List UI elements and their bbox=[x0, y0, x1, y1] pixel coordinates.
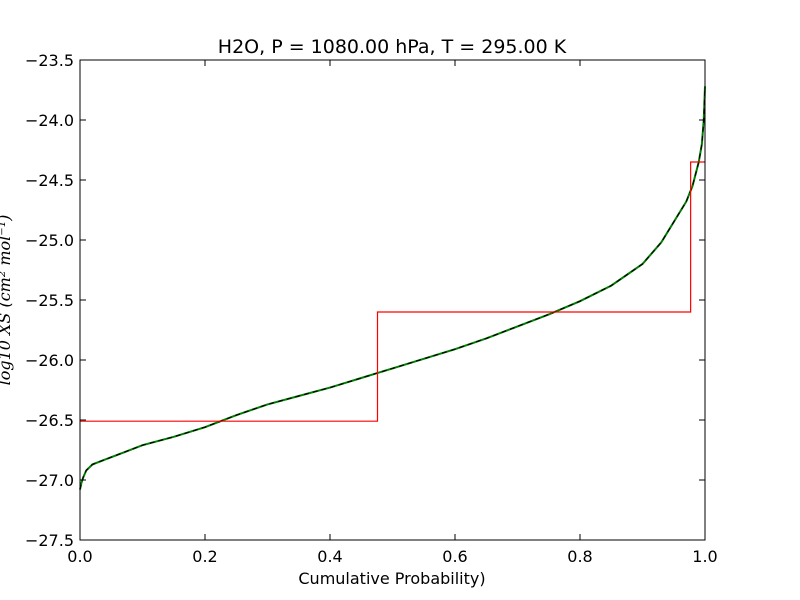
y-tick-label: −26.5 bbox=[25, 411, 74, 430]
series-line-2 bbox=[80, 161, 705, 422]
y-tick-label: −27.5 bbox=[25, 531, 74, 550]
y-axis: −27.5 −27.0 −26.5 −26.0 −25.5 −25.0 −24.5 −24.0… bbox=[25, 51, 705, 550]
y-axis-label: log10 XS (cm² mol⁻¹) bbox=[0, 215, 14, 386]
x-tick-label: 0.8 bbox=[567, 547, 592, 566]
x-tick-label: 0.2 bbox=[192, 547, 217, 566]
chart-title: H2O, P = 1080.00 hPa, T = 295.00 K bbox=[218, 36, 567, 58]
y-tick-label: −25.0 bbox=[25, 231, 74, 250]
y-tick-label: −27.0 bbox=[25, 471, 74, 490]
x-tick-label: 1.0 bbox=[692, 547, 717, 566]
x-tick-label: 0.6 bbox=[442, 547, 467, 566]
x-tick-label: 0.4 bbox=[317, 547, 342, 566]
x-tick-label: 0.0 bbox=[67, 547, 92, 566]
x-axis: 0.0 0.2 0.4 0.6 0.8 1.0 bbox=[67, 60, 718, 566]
x-axis-label: Cumulative Probability) bbox=[298, 569, 485, 588]
series-line-1 bbox=[79, 86, 706, 490]
y-tick-label: −24.5 bbox=[25, 171, 74, 190]
series-layer bbox=[79, 86, 706, 490]
y-tick-label: −25.5 bbox=[25, 291, 74, 310]
y-tick-label: −24.0 bbox=[25, 111, 74, 130]
y-tick-label: −26.0 bbox=[25, 351, 74, 370]
y-tick-label: −23.5 bbox=[25, 51, 74, 70]
